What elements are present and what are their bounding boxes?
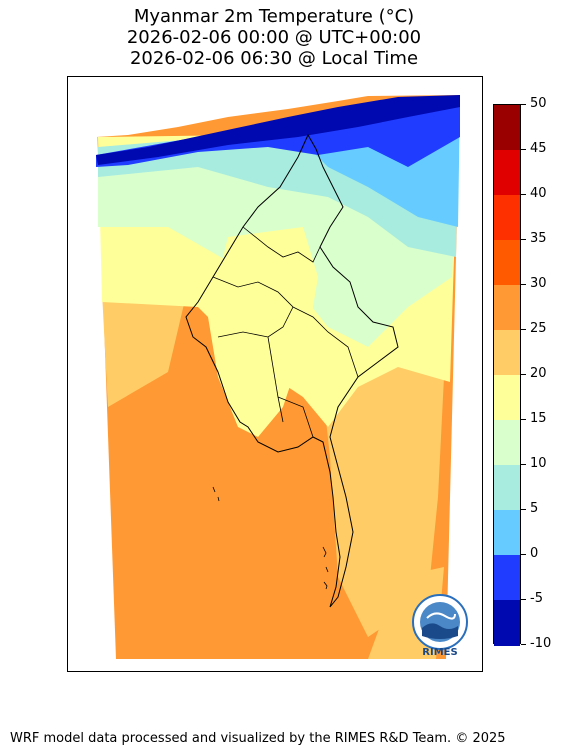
colorbar-segment bbox=[494, 150, 520, 196]
colorbar-tick bbox=[521, 599, 526, 600]
colorbar-segment bbox=[494, 555, 520, 601]
chart-title: Myanmar 2m Temperature (°C) 2026-02-06 0… bbox=[0, 6, 548, 69]
colorbar-tick bbox=[521, 239, 526, 240]
rimes-logo-icon bbox=[412, 594, 468, 650]
colorbar-tick-label: 0 bbox=[530, 546, 539, 561]
colorbar-tick bbox=[521, 464, 526, 465]
logo-label: RIMES bbox=[422, 647, 458, 658]
colorbar-segment bbox=[494, 285, 520, 331]
title-line-2: 2026-02-06 00:00 @ UTC+00:00 bbox=[126, 27, 422, 48]
colorbar-segment bbox=[494, 105, 520, 151]
colorbar-tick-label: 30 bbox=[530, 276, 547, 291]
colorbar-tick-label: 10 bbox=[530, 456, 547, 471]
colorbar-tick bbox=[521, 644, 526, 645]
colorbar-tick bbox=[521, 509, 526, 510]
colorbar-tick bbox=[521, 329, 526, 330]
colorbar bbox=[493, 104, 521, 646]
colorbar-tick bbox=[521, 149, 526, 150]
colorbar-tick-label: 20 bbox=[530, 366, 547, 381]
colorbar-tick-label: 25 bbox=[530, 321, 547, 336]
footer-credit: WRF model data processed and visualized … bbox=[10, 731, 506, 746]
colorbar-tick-label: -5 bbox=[530, 591, 543, 606]
title-line-3: 2026-02-06 06:30 @ Local Time bbox=[129, 48, 419, 69]
colorbar-segment bbox=[494, 330, 520, 376]
colorbar-tick-label: 35 bbox=[530, 231, 547, 246]
band-central bbox=[208, 227, 318, 437]
band-25-west bbox=[102, 287, 188, 407]
colorbar-segment bbox=[494, 600, 520, 646]
title-line-1: Myanmar 2m Temperature (°C) bbox=[133, 6, 415, 27]
colorbar-segment bbox=[494, 240, 520, 286]
colorbar-tick bbox=[521, 419, 526, 420]
colorbar-tick bbox=[521, 554, 526, 555]
colorbar-segment bbox=[494, 375, 520, 421]
internal-border bbox=[212, 226, 359, 438]
colorbar-segment bbox=[494, 465, 520, 511]
southern-islands bbox=[212, 486, 329, 590]
colorbar-tick-label: 50 bbox=[530, 96, 547, 111]
colorbar-tick-label: 45 bbox=[530, 141, 547, 156]
colorbar-tick-label: 5 bbox=[530, 501, 539, 516]
colorbar-tick bbox=[521, 284, 526, 285]
country-border bbox=[185, 133, 399, 608]
colorbar-segment bbox=[494, 195, 520, 241]
rimes-logo: RIMES bbox=[407, 592, 473, 660]
colorbar-segment bbox=[494, 510, 520, 556]
map-panel bbox=[67, 76, 483, 672]
colorbar-tick-label: -10 bbox=[530, 636, 552, 651]
colorbar-tick-label: 15 bbox=[530, 411, 547, 426]
no-data-top bbox=[68, 77, 482, 137]
temperature-map bbox=[68, 77, 482, 659]
colorbar-tick-label: 40 bbox=[530, 186, 547, 201]
colorbar-tick bbox=[521, 194, 526, 195]
band-minus5 bbox=[96, 95, 460, 165]
colorbar-segment bbox=[494, 420, 520, 466]
colorbar-tick bbox=[521, 104, 526, 105]
colorbar-tick bbox=[521, 374, 526, 375]
